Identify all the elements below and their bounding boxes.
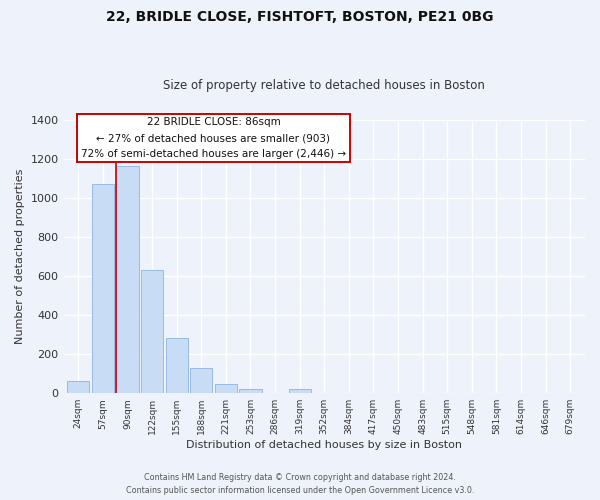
Bar xyxy=(116,166,139,393)
X-axis label: Distribution of detached houses by size in Boston: Distribution of detached houses by size … xyxy=(186,440,462,450)
Y-axis label: Number of detached properties: Number of detached properties xyxy=(15,168,25,344)
Bar xyxy=(289,390,311,393)
Bar xyxy=(67,380,89,393)
Bar xyxy=(239,389,262,393)
Title: Size of property relative to detached houses in Boston: Size of property relative to detached ho… xyxy=(163,79,485,92)
Text: 22, BRIDLE CLOSE, FISHTOFT, BOSTON, PE21 0BG: 22, BRIDLE CLOSE, FISHTOFT, BOSTON, PE21… xyxy=(106,10,494,24)
Text: 22 BRIDLE CLOSE: 86sqm
← 27% of detached houses are smaller (903)
72% of semi-de: 22 BRIDLE CLOSE: 86sqm ← 27% of detached… xyxy=(81,116,346,160)
Bar xyxy=(190,368,212,393)
Bar xyxy=(141,270,163,393)
Bar xyxy=(92,184,114,393)
Bar xyxy=(215,384,237,393)
Text: Contains HM Land Registry data © Crown copyright and database right 2024.
Contai: Contains HM Land Registry data © Crown c… xyxy=(126,474,474,495)
FancyBboxPatch shape xyxy=(77,114,350,162)
Bar xyxy=(166,338,188,393)
